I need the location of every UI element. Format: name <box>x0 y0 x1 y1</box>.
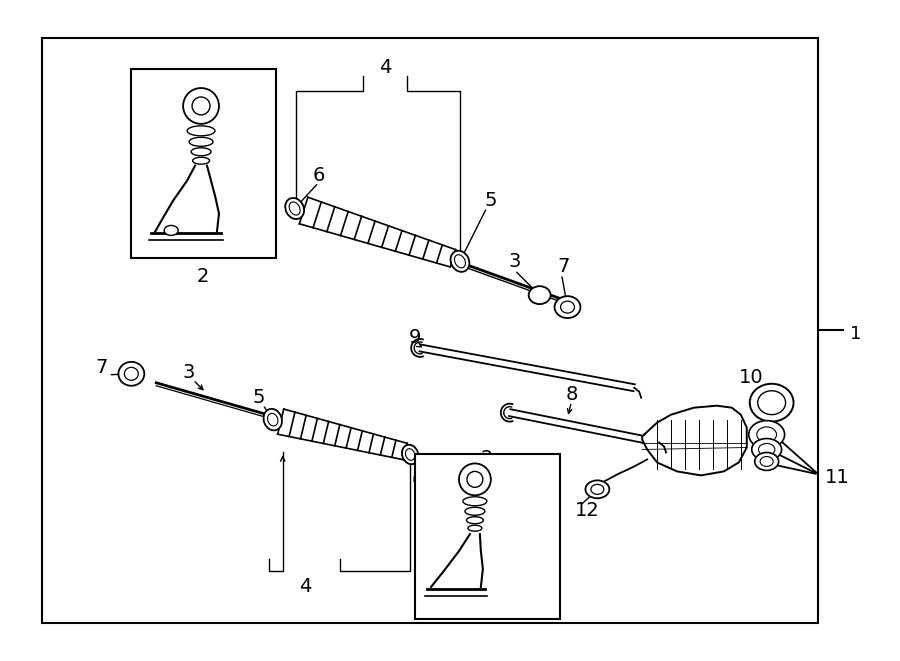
Text: 4: 4 <box>300 577 311 596</box>
Ellipse shape <box>755 453 778 471</box>
Ellipse shape <box>264 409 282 430</box>
Ellipse shape <box>406 449 415 460</box>
Text: 5: 5 <box>485 190 498 210</box>
Ellipse shape <box>267 413 278 426</box>
Ellipse shape <box>466 517 483 524</box>
Ellipse shape <box>285 198 304 219</box>
Text: 7: 7 <box>95 358 108 377</box>
Text: 7: 7 <box>557 257 570 276</box>
Ellipse shape <box>164 225 178 235</box>
Text: 4: 4 <box>379 58 392 77</box>
Ellipse shape <box>454 254 465 268</box>
Bar <box>41 38 818 623</box>
Circle shape <box>467 471 483 487</box>
Ellipse shape <box>189 137 213 146</box>
Text: 6: 6 <box>412 471 424 490</box>
Ellipse shape <box>451 251 470 272</box>
Ellipse shape <box>463 497 487 506</box>
Text: 5: 5 <box>253 388 266 407</box>
Ellipse shape <box>750 384 794 422</box>
Text: 1: 1 <box>850 325 861 343</box>
Ellipse shape <box>124 368 139 380</box>
Polygon shape <box>643 406 747 475</box>
Text: 2: 2 <box>197 267 209 286</box>
Text: 3: 3 <box>508 253 521 271</box>
Ellipse shape <box>554 296 580 318</box>
Bar <box>415 455 560 619</box>
Ellipse shape <box>528 286 551 304</box>
Bar <box>131 69 275 258</box>
Ellipse shape <box>759 444 775 455</box>
Ellipse shape <box>760 457 773 467</box>
Text: 2: 2 <box>481 449 493 469</box>
Text: 6: 6 <box>312 166 325 184</box>
Ellipse shape <box>758 391 786 414</box>
Text: 10: 10 <box>738 368 763 387</box>
Ellipse shape <box>752 438 781 461</box>
Text: 3: 3 <box>183 363 195 382</box>
Text: 11: 11 <box>824 468 850 487</box>
Circle shape <box>183 88 219 124</box>
Ellipse shape <box>468 525 482 531</box>
Ellipse shape <box>749 420 785 449</box>
Ellipse shape <box>465 507 485 515</box>
Ellipse shape <box>561 301 574 313</box>
Text: 8: 8 <box>565 385 578 404</box>
Ellipse shape <box>402 445 418 464</box>
Ellipse shape <box>187 126 215 136</box>
Circle shape <box>192 97 210 115</box>
Ellipse shape <box>289 202 300 215</box>
Circle shape <box>459 463 490 495</box>
Text: 12: 12 <box>574 501 599 520</box>
Ellipse shape <box>585 481 609 498</box>
Text: 9: 9 <box>409 328 421 347</box>
Ellipse shape <box>191 148 211 156</box>
Ellipse shape <box>119 362 144 386</box>
Ellipse shape <box>591 485 604 494</box>
Ellipse shape <box>757 427 777 442</box>
Ellipse shape <box>193 157 210 164</box>
